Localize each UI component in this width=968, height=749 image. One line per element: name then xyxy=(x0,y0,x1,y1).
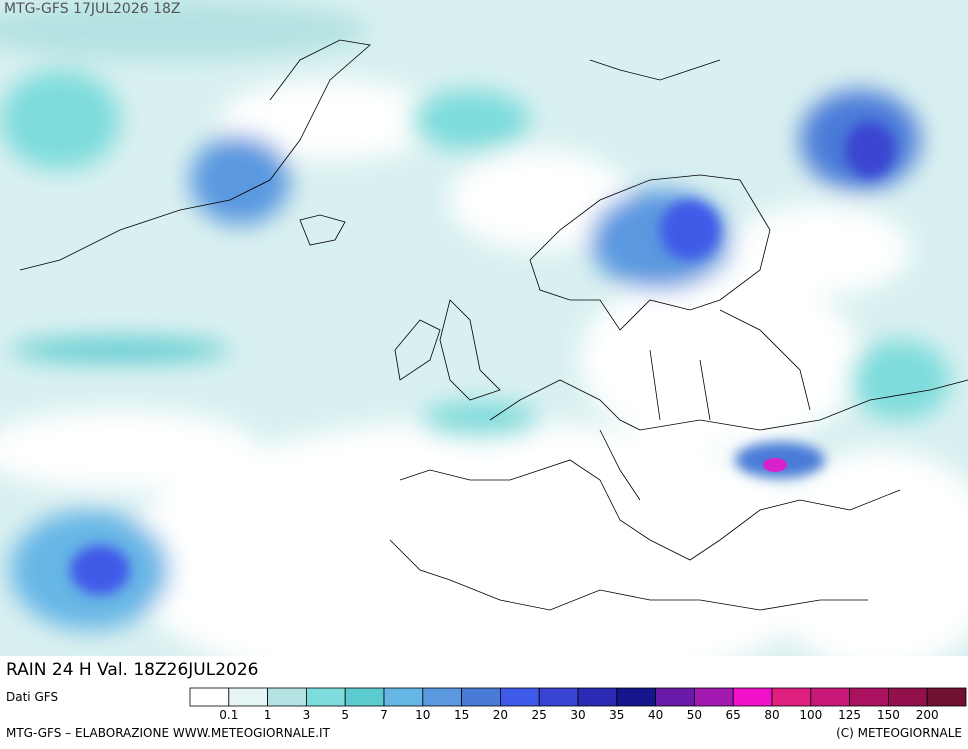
footer-left: MTG-GFS – ELABORAZIONE WWW.METEOGIORNALE… xyxy=(6,726,331,740)
legend-label: 10 xyxy=(415,708,430,722)
legend-label: 200 xyxy=(916,708,939,722)
legend-label: 0.1 xyxy=(219,708,238,722)
legend-label: 150 xyxy=(877,708,900,722)
legend-swatch xyxy=(694,687,734,707)
legend-swatch xyxy=(538,687,579,707)
legend-swatch xyxy=(888,687,928,707)
legend-swatch xyxy=(422,687,462,707)
legend-swatch xyxy=(189,687,230,707)
legend-label: 3 xyxy=(303,708,311,722)
legend-swatch xyxy=(771,687,812,707)
legend-swatch xyxy=(267,687,307,707)
legend-label: 35 xyxy=(609,708,624,722)
footer-right: (C) METEOGIORNALE xyxy=(836,726,962,740)
legend-label: 7 xyxy=(380,708,388,722)
legend-swatch xyxy=(732,687,773,707)
legend-label: 40 xyxy=(648,708,663,722)
legend-swatch xyxy=(926,687,967,707)
legend-source: Dati GFS xyxy=(6,690,58,704)
legend-label: 20 xyxy=(493,708,508,722)
legend-label: 1 xyxy=(264,708,272,722)
legend-label: 15 xyxy=(454,708,469,722)
map xyxy=(0,0,968,700)
legend-label: 50 xyxy=(687,708,702,722)
legend-label: 30 xyxy=(570,708,585,722)
legend-label: 100 xyxy=(799,708,822,722)
legend-swatch xyxy=(499,687,540,707)
legend-swatch xyxy=(228,687,269,707)
legend: 0.1 1 3 5 7 10 15 20 25 30 35 40 50 65 80 100 125 150 200 xyxy=(189,687,967,722)
legend-label: 25 xyxy=(532,708,547,722)
legend-swatch xyxy=(616,687,656,707)
legend-label: 80 xyxy=(764,708,779,722)
legend-swatch xyxy=(305,687,346,707)
legend-swatch xyxy=(461,687,501,707)
legend-swatch xyxy=(655,687,695,707)
header-title: MTG-GFS 17JUL2026 18Z xyxy=(4,1,181,17)
legend-swatch xyxy=(849,687,889,707)
legend-label: 65 xyxy=(726,708,741,722)
map-caption: RAIN 24 H Val. 18Z26JUL2026 xyxy=(6,660,258,680)
legend-label: 125 xyxy=(838,708,861,722)
legend-swatch xyxy=(344,687,385,707)
legend-swatch xyxy=(810,687,850,707)
legend-label: 5 xyxy=(341,708,349,722)
legend-swatch xyxy=(577,687,618,707)
legend-swatch xyxy=(383,687,424,707)
